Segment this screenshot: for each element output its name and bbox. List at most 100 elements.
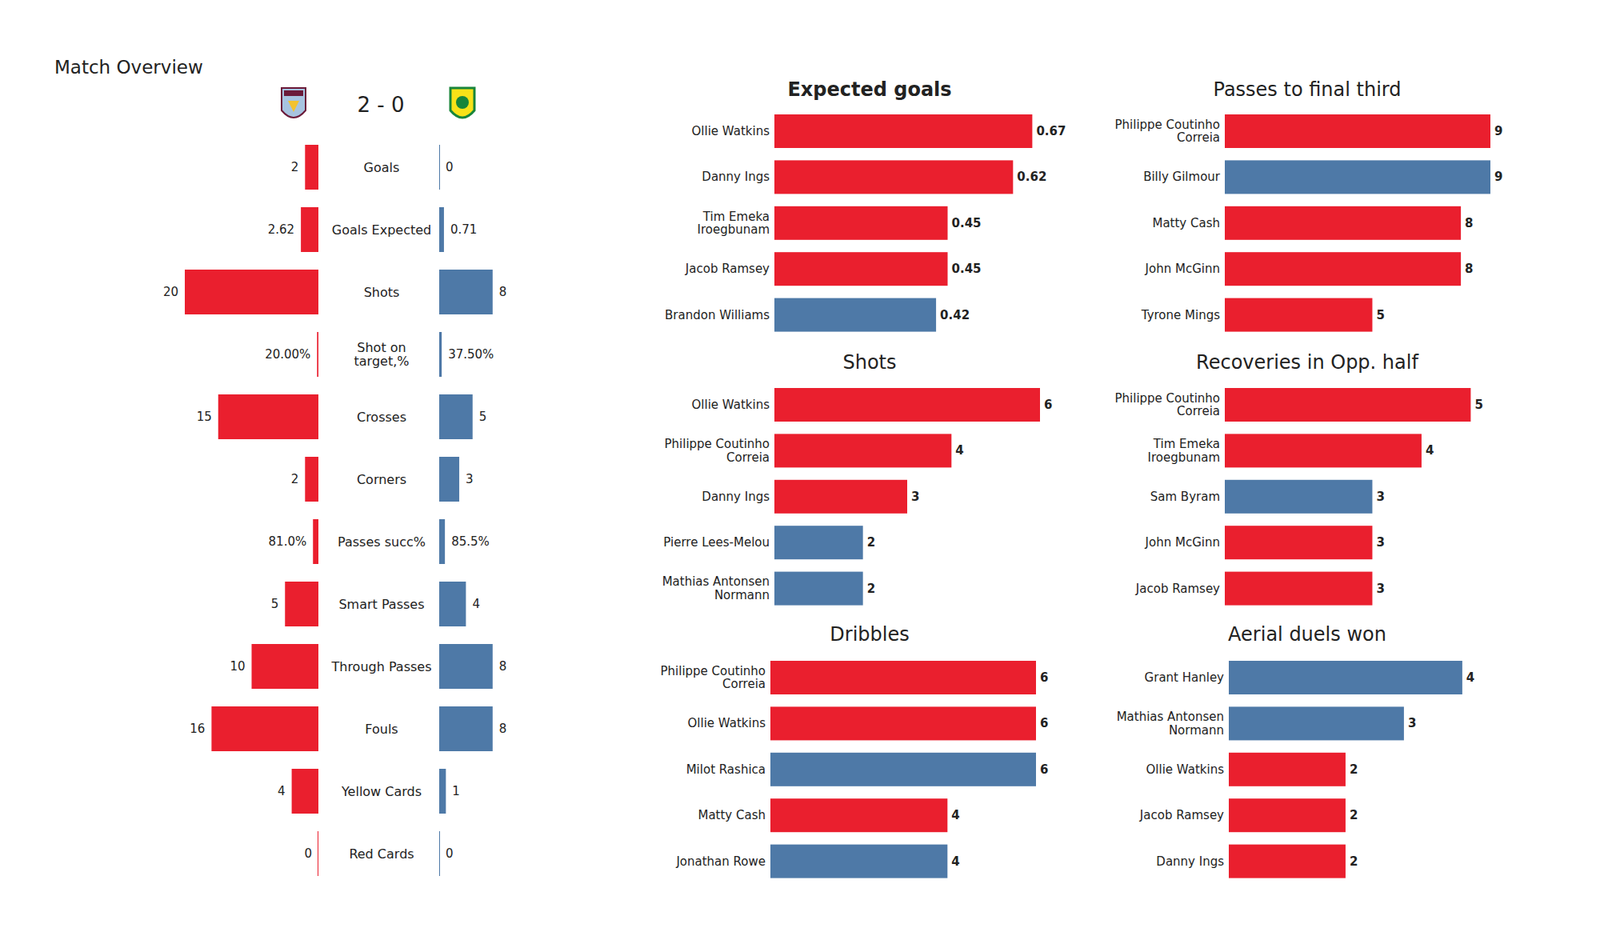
bar — [439, 332, 442, 377]
text-line: 2 — [1349, 854, 1358, 869]
text-line: Goals — [364, 160, 400, 176]
data-label: 20.00% — [264, 347, 311, 362]
text-line: Jacob Ramsey — [1139, 808, 1224, 823]
text-line: Jacob Ramsey — [1135, 581, 1220, 596]
text-line: Shots — [364, 284, 400, 300]
baseline — [439, 207, 440, 252]
category-label: Ollie Watkins — [1146, 762, 1225, 777]
text-line: Passes succ% — [337, 534, 426, 550]
score: 2 - 0 — [357, 92, 405, 117]
category-label: Jonathan Rowe — [675, 854, 766, 869]
baseline — [439, 644, 440, 689]
text-line: Match Overview — [54, 56, 204, 78]
bar — [1228, 706, 1404, 740]
text-line: 4 — [1425, 443, 1434, 458]
text-line: Fouls — [364, 721, 398, 737]
data-label: 6 — [1040, 670, 1048, 685]
text-line: 5 — [1474, 397, 1483, 412]
text-line: 0.42 — [940, 308, 970, 323]
text-line: 5 — [1376, 308, 1384, 323]
text-line: 37.50% — [448, 347, 494, 362]
text-line: Danny Ings — [701, 169, 770, 184]
bar — [439, 269, 493, 315]
text-line: 20 — [163, 284, 179, 300]
text-line: 2 — [867, 581, 876, 596]
data-label: 3 — [911, 489, 920, 504]
text-line: 2 - 0 — [357, 92, 405, 117]
text-line: 8 — [499, 721, 508, 736]
text-line: 10 — [229, 659, 245, 674]
text-line: Ollie Watkins — [1146, 762, 1225, 777]
text-line: 0 — [445, 160, 454, 175]
text-line: 4 — [955, 443, 964, 458]
text-line: 3 — [1408, 716, 1416, 731]
text-line: Smart Passes — [338, 596, 424, 612]
bar — [774, 480, 908, 514]
baseline — [317, 456, 319, 502]
text-line: 3 — [1376, 581, 1384, 596]
bar — [774, 252, 948, 286]
bar — [316, 332, 319, 377]
category-label: Corners — [356, 472, 407, 488]
bar — [774, 572, 864, 606]
bar — [770, 844, 948, 879]
bar — [770, 752, 1036, 787]
text-line: Tyrone Mings — [1140, 308, 1220, 323]
data-label: 6 — [1044, 397, 1052, 412]
bar — [1228, 752, 1346, 787]
baseline — [317, 269, 319, 315]
text-line: Pierre Lees-Melou — [663, 535, 770, 550]
bar — [1224, 525, 1372, 560]
data-label: 0 — [445, 160, 454, 175]
bar — [284, 581, 319, 627]
text-line: Yellow Cards — [340, 784, 422, 800]
bar — [211, 706, 319, 752]
text-line: 81.0% — [268, 534, 308, 549]
text-line: Sam Byram — [1150, 489, 1220, 504]
bar — [1228, 844, 1346, 879]
data-label: 81.0% — [268, 534, 308, 549]
bar — [1224, 160, 1491, 194]
text-line: 3 — [911, 489, 920, 504]
text-line: 8 — [1464, 261, 1473, 276]
bar — [1228, 660, 1463, 695]
bar — [1228, 798, 1346, 832]
bar — [1224, 433, 1422, 468]
category-label: Jacob Ramsey — [684, 261, 770, 276]
baseline — [439, 144, 440, 190]
data-label: 20 — [163, 284, 179, 300]
data-label: 2 — [1349, 854, 1358, 869]
bar — [439, 768, 446, 814]
bar — [439, 456, 460, 502]
data-label: 4 — [277, 784, 286, 799]
chart-title: Dribbles — [829, 623, 909, 646]
category-label: Danny Ings — [701, 489, 770, 504]
data-label: 0.45 — [952, 261, 982, 276]
text-line: Matty Cash — [697, 808, 766, 823]
data-label: 9 — [1494, 169, 1503, 184]
category-label: Through Passes — [330, 659, 432, 675]
baseline — [439, 581, 440, 627]
text-line: Jacob Ramsey — [684, 261, 770, 276]
chart-title: Expected goals — [787, 78, 952, 101]
text-line: 8 — [1464, 216, 1473, 231]
chart-title: Passes to final third — [1212, 78, 1401, 101]
data-label: 5 — [1376, 308, 1384, 323]
bar — [439, 644, 493, 689]
category-label: Yellow Cards — [340, 784, 422, 800]
text-line: 8 — [499, 284, 508, 300]
text-line: Red Cards — [348, 846, 414, 862]
text-line: Philippe Coutinho — [660, 664, 767, 679]
text-line: Normann — [714, 588, 770, 603]
text-line: Brandon Williams — [664, 308, 770, 323]
data-label: 0.67 — [1036, 124, 1066, 139]
data-label: 8 — [499, 721, 508, 736]
text-line: Shots — [842, 351, 896, 374]
baseline — [317, 831, 319, 876]
away-logo — [450, 88, 475, 118]
baseline — [317, 768, 319, 814]
data-label: 4 — [1466, 670, 1475, 685]
bar — [1224, 206, 1461, 240]
text-line: 1 — [452, 784, 460, 799]
text-line: 5 — [271, 596, 280, 612]
